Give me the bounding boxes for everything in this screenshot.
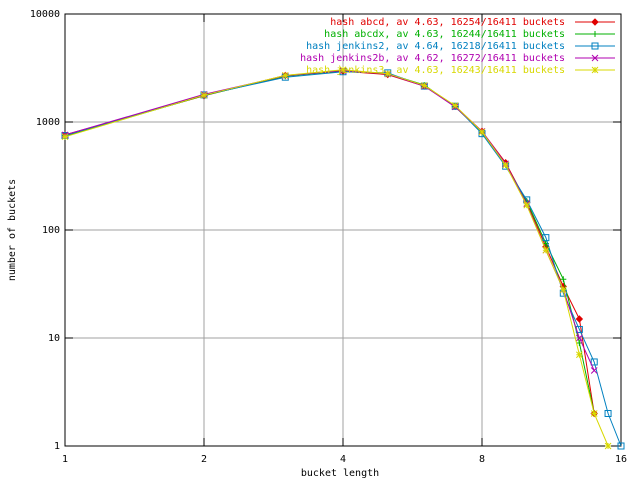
marker [339,66,347,74]
y-tick-label: 1 [54,441,60,452]
marker [590,367,598,374]
marker [590,410,598,417]
marker [502,161,509,169]
x-tick-label: 4 [340,454,346,465]
series-line [64,71,622,447]
y-tick-label: 100 [42,225,60,236]
marker [420,82,428,89]
marker [384,70,392,78]
marker [559,286,567,294]
marker [591,18,599,26]
marker [576,334,583,342]
marker [604,409,612,417]
x-tick-label: 1 [62,454,68,465]
marker [542,234,550,242]
marker [542,246,550,254]
legend-label: hash jenkins2b, av 4.62, 16272/16411 buc… [300,53,565,64]
y-axis-label: number of buckets [7,179,18,281]
marker [560,276,567,283]
marker [617,442,625,450]
marker [478,128,486,136]
marker [591,42,599,50]
x-tick-label: 8 [479,454,485,465]
y-tick-label: 1000 [36,117,60,128]
x-axis-label: bucket length [301,468,379,479]
marker [604,442,612,450]
marker [61,133,69,141]
y-tick-label: 10000 [30,9,60,20]
legend-label: hash abcdx, av 4.63, 16244/16411 buckets [324,29,565,40]
x-tick-label: 2 [201,454,207,465]
marker [576,351,583,359]
marker [451,102,459,109]
marker [575,315,584,323]
marker [281,72,289,79]
legend-label: hash abcd, av 4.63, 16254/16411 buckets [330,17,565,28]
marker [523,201,531,209]
marker [200,91,208,99]
x-tick-label: 16 [615,454,627,465]
plot-border [64,13,622,447]
marker [592,31,598,37]
marker [591,54,599,62]
legend-label: hash jenkins3, av 4.63, 16243/16411 buck… [306,65,565,76]
y-tick-label: 10 [48,333,60,344]
marker [590,358,598,366]
marker [591,66,599,74]
legend-label: hash jenkins2, av 4.64, 16218/16411 buck… [306,41,565,52]
